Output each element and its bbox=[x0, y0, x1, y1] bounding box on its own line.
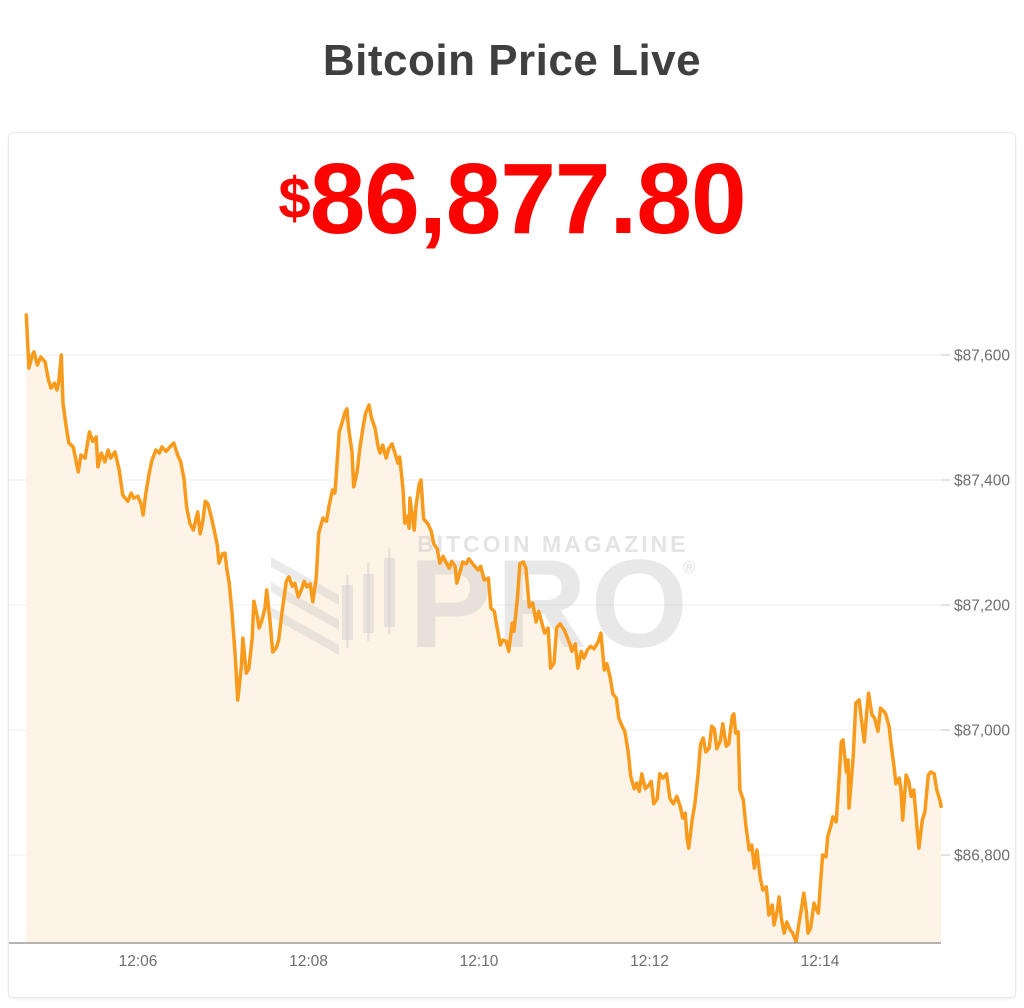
x-tick-label: 12:06 bbox=[119, 953, 158, 970]
y-tick-label: $87,400 bbox=[954, 473, 1010, 490]
area-fill-path bbox=[26, 315, 942, 943]
x-tick-label: 12:14 bbox=[801, 953, 840, 970]
x-tick-label: 12:08 bbox=[289, 953, 328, 970]
y-tick-label: $87,600 bbox=[954, 348, 1010, 365]
price-line-path bbox=[24, 313, 943, 944]
page-title: Bitcoin Price Live bbox=[322, 36, 702, 85]
watermark-text-line1: BITCOIN MAGAZINE bbox=[417, 531, 689, 557]
y-tick-label: $87,000 bbox=[954, 723, 1010, 740]
y-tick-label: $86,800 bbox=[954, 848, 1010, 865]
registered-trademark-icon: ® bbox=[683, 558, 696, 577]
price-area-fill bbox=[26, 315, 942, 943]
watermark-logo-icon bbox=[271, 548, 395, 655]
price-line-chart[interactable]: BITCOIN MAGAZINE PRO ® $87,600$87,400$87… bbox=[9, 133, 1015, 997]
x-tick-label: 12:10 bbox=[460, 953, 499, 970]
y-tick-label: $87,200 bbox=[954, 598, 1010, 615]
x-tick-label: 12:12 bbox=[630, 953, 669, 970]
price-chart-card: $86,877.80 BITCOIN MAGAZINE PRO bbox=[8, 132, 1016, 998]
currency-symbol: $ bbox=[278, 166, 310, 231]
current-price: $86,877.80 bbox=[9, 149, 1015, 249]
price-amount: 86,877.80 bbox=[309, 143, 747, 255]
axis-tick-labels: $87,600 $87,400 $87,200 $87,000 $86,800 12:06… bbox=[119, 348, 1011, 971]
price-line bbox=[24, 313, 943, 944]
